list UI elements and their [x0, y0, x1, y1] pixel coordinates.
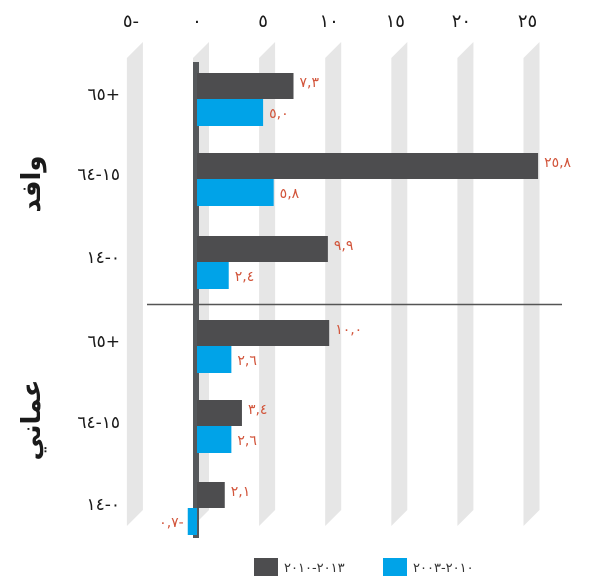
data-label-s2-5: ٠,٧-: [159, 515, 184, 531]
category-label-5: ٠-١٤: [86, 495, 120, 515]
legend-swatch-s1: [254, 558, 278, 576]
bar-s1-5: [197, 482, 225, 508]
data-label-s2-2: ٢,٤: [235, 269, 255, 285]
category-label-3: ٦٥+: [87, 332, 120, 352]
bar-s2-5: [187, 508, 197, 535]
category-label-2: ٠-١٤: [86, 248, 120, 268]
category-label-0: ٦٥+: [87, 85, 120, 105]
bar-s2-3: [197, 346, 232, 373]
bar-s1-4: [197, 400, 242, 426]
group-label-1: عماني: [17, 379, 47, 460]
group-labels: وافد عماني: [17, 155, 47, 460]
legend-label-s2: ٢٠١٠-٢٠٠٣: [413, 561, 474, 576]
group-label-0: وافد: [17, 155, 47, 212]
data-label-s1-0: ٧,٣: [300, 75, 320, 91]
zero-axis: [193, 62, 199, 538]
legend-label-s1: ٢٠١٣-٢٠١٠: [284, 561, 345, 576]
category-labels: ٦٥+ ١٥-٦٤ ٠-١٤ ٦٥+ ١٥-٦٤ ٠-١٤: [77, 85, 120, 515]
data-label-s1-4: ٣,٤: [248, 402, 268, 418]
legend: ٢٠١٠-٢٠٠٣ ٢٠١٣-٢٠١٠: [254, 558, 474, 576]
data-label-s2-3: ٢,٦: [237, 353, 257, 369]
data-labels: ٧,٣ ٥,٠ ٢٥,٨ ٥,٨ ٩,٩ ٢,٤ ١٠,٠ ٢,٦ ٣,٤ ٢,٦ ٢,١ ٠,٧-: [159, 75, 571, 531]
bar-s1-2: [197, 236, 328, 262]
x-tick-label-0: ٥-: [123, 11, 139, 32]
category-label-1: ١٥-٦٤: [77, 165, 120, 185]
pillar-0: [126, 42, 143, 526]
pillar-4: [391, 42, 408, 526]
data-label-s1-5: ٢,١: [231, 484, 251, 500]
bar-s2-4: [197, 426, 232, 453]
x-tick-label-5: ٢٠: [452, 11, 471, 32]
bar-s2-0: [197, 99, 264, 126]
bar-s2-2: [197, 262, 229, 289]
x-axis-ticks: ٥- ٠ ٥ ١٠ ١٥ ٢٠ ٢٥: [123, 11, 537, 32]
x-tick-label-1: ٠: [192, 11, 202, 32]
data-label-s2-4: ٢,٦: [237, 433, 257, 449]
data-label-s1-2: ٩,٩: [334, 238, 354, 254]
category-label-4: ١٥-٦٤: [77, 413, 120, 433]
pillar-6: [523, 42, 540, 526]
x-tick-label-4: ١٥: [386, 11, 405, 32]
data-label-s1-3: ١٠,٠: [335, 322, 362, 338]
bar-s1-1: [197, 153, 539, 179]
x-tick-label-6: ٢٥: [518, 11, 537, 32]
bar-s1-3: [197, 320, 330, 346]
background-pillars: [126, 42, 540, 526]
x-tick-label-2: ٥: [258, 11, 268, 32]
x-tick-label-3: ١٠: [320, 11, 339, 32]
data-label-s2-0: ٥,٠: [269, 106, 289, 122]
bar-s2-1: [197, 179, 274, 206]
data-label-s1-1: ٢٥,٨: [544, 155, 571, 171]
bar-s1-0: [197, 73, 294, 99]
data-label-s2-1: ٥,٨: [280, 186, 300, 202]
pillar-5: [457, 42, 474, 526]
legend-swatch-s2: [383, 558, 407, 576]
bars: [147, 62, 562, 538]
pillar-3: [325, 42, 342, 526]
